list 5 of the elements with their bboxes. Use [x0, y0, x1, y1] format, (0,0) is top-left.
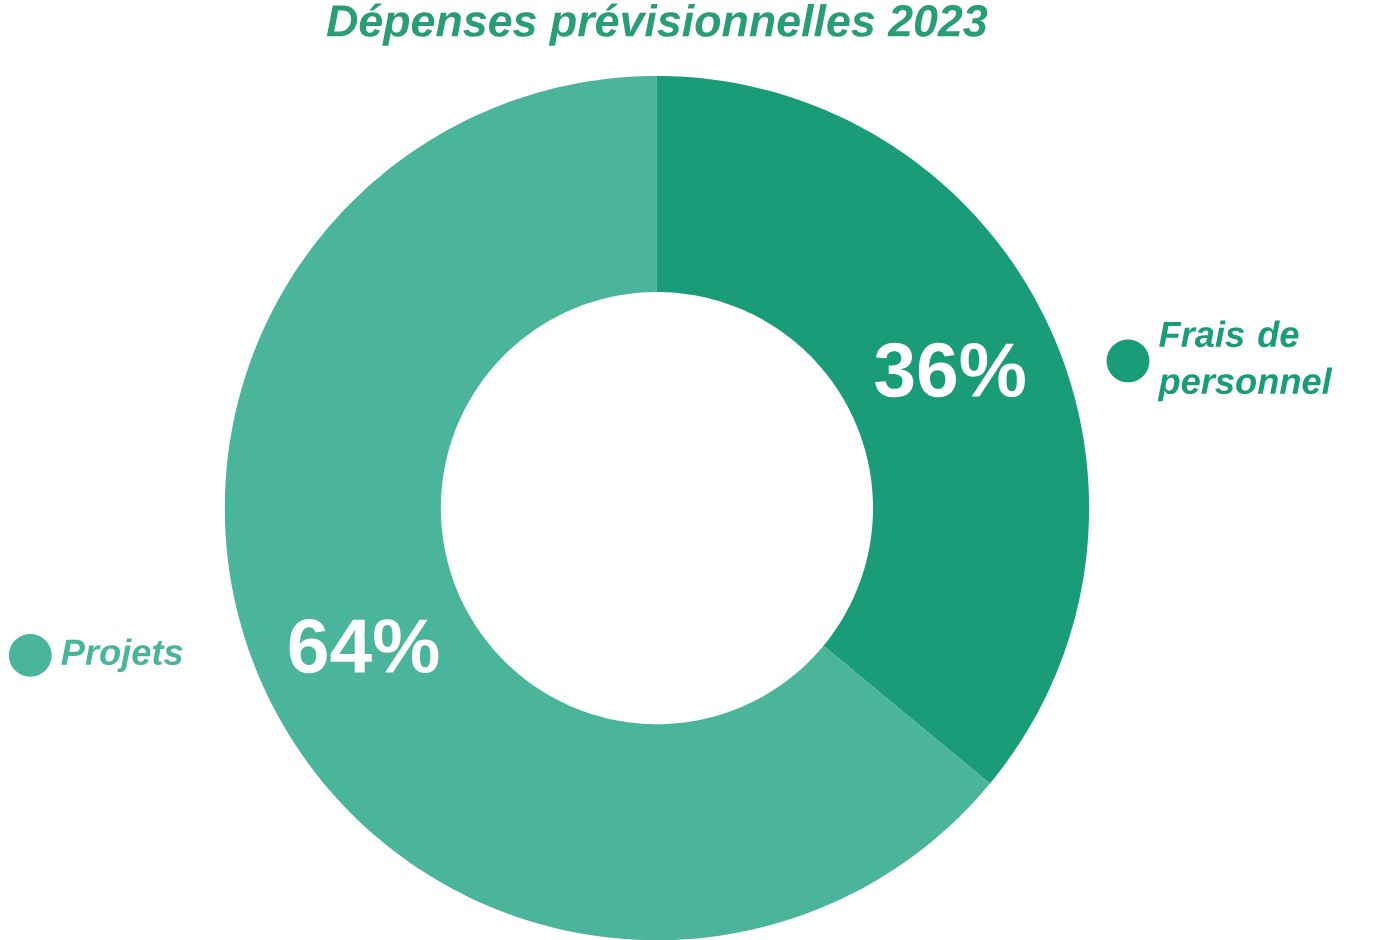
legend-label: Frais de personnel [1157, 320, 1333, 402]
data-label: 64% [289, 618, 439, 674]
legend-label: Projets [61, 638, 183, 673]
chart-title: Dépenses prévisionnelles 2023 [326, 3, 988, 46]
data-label: 36% [875, 342, 1025, 398]
